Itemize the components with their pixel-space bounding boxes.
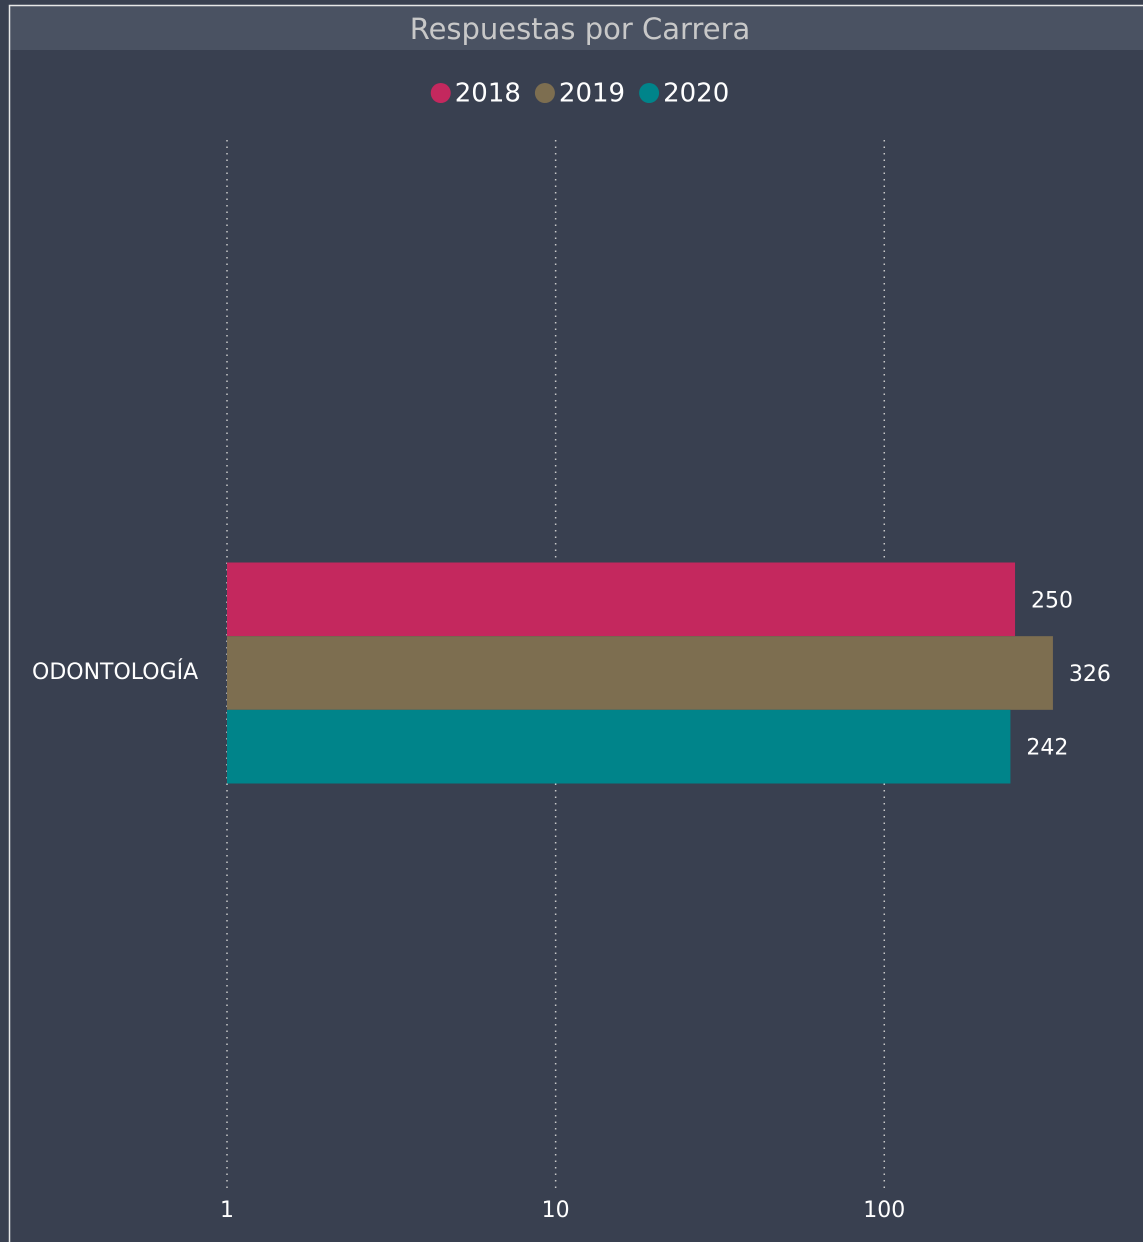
legend-label: 2018 <box>455 79 521 109</box>
bar <box>227 636 1053 710</box>
border <box>8 4 1143 1242</box>
data-label: 250 <box>1031 588 1073 613</box>
x-tick-label: 1 <box>220 1198 234 1223</box>
bar <box>227 709 1011 784</box>
data-label: 326 <box>1069 662 1111 687</box>
legend-label: 2020 <box>663 79 729 109</box>
legend-marker <box>534 83 555 103</box>
data-label: 242 <box>1026 736 1068 761</box>
x-tick-label: 100 <box>863 1198 905 1223</box>
legend-label: 2019 <box>559 79 625 109</box>
y-tick-label: ODONTOLOGÍA <box>32 659 198 685</box>
chart-title: Respuestas por Carrera <box>410 12 751 46</box>
legend-marker <box>639 83 660 103</box>
legend-marker <box>430 83 451 103</box>
bar <box>227 562 1016 637</box>
x-tick-label: 10 <box>542 1198 570 1223</box>
title-bar <box>9 6 1143 50</box>
